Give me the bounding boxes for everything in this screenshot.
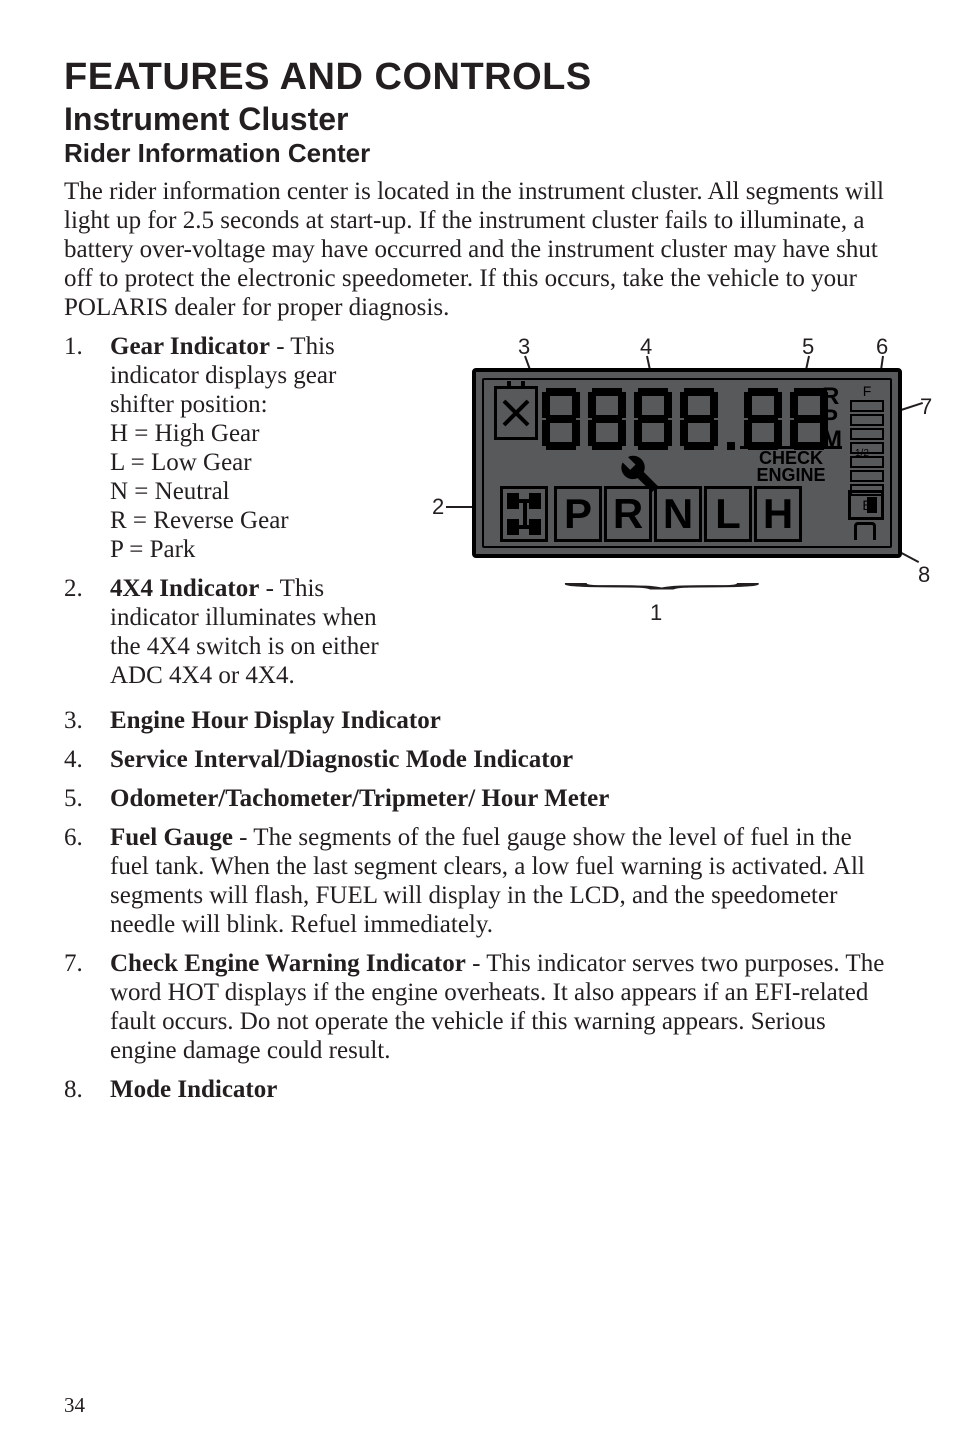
mode-indicator-label: Mode Indicator bbox=[110, 1076, 277, 1103]
item-2: 2. 4X4 Indicator - This indicator illumi… bbox=[64, 574, 404, 690]
gear-row: P R N L H bbox=[500, 486, 802, 542]
fuel-f-label: F bbox=[848, 384, 886, 398]
intro-paragraph: The rider information center is located … bbox=[64, 177, 894, 322]
gear-r: R bbox=[604, 486, 652, 542]
gear-n: N bbox=[654, 486, 702, 542]
doc-h1: FEATURES AND CONTROLS bbox=[64, 56, 894, 99]
fuel-bar-half bbox=[850, 442, 884, 454]
engine-hour-label: Engine Hour Display Indicator bbox=[110, 707, 441, 734]
odometer-label: Odometer/Tachometer/Tripmeter/ Hour Mete… bbox=[110, 785, 609, 812]
gear-h: H = High Gear bbox=[110, 419, 404, 448]
gear-l: L = Low Gear bbox=[110, 448, 404, 477]
odometer-display bbox=[542, 388, 828, 450]
engine-text: ENGINE bbox=[740, 467, 842, 484]
callout-2: 2 bbox=[432, 494, 444, 520]
item-6: 6. Fuel Gauge - The segments of the fuel… bbox=[64, 823, 894, 939]
item-7: 7. Check Engine Warning Indicator - This… bbox=[64, 949, 894, 1065]
gear-p: P = Park bbox=[110, 535, 404, 564]
item-3: 3. Engine Hour Display Indicator bbox=[64, 706, 894, 735]
top-left-column: 1. Gear Indicator - This indicator displ… bbox=[64, 332, 404, 700]
list-items-3-8: 3. Engine Hour Display Indicator 4. Serv… bbox=[64, 706, 894, 1104]
item-2-number: 2. bbox=[64, 574, 83, 603]
lcd-panel: R P M F E CHECK ENGINE bbox=[472, 368, 902, 558]
four-wheel-drive-icon bbox=[500, 486, 548, 542]
fuel-gauge-label: Fuel Gauge bbox=[110, 824, 233, 851]
rpm-label: R P M bbox=[822, 386, 842, 451]
seg-digit bbox=[542, 388, 580, 450]
item-7-number: 7. bbox=[64, 949, 83, 978]
x4-label: 4X4 Indicator bbox=[110, 575, 259, 602]
service-interval-label: Service Interval/Diagnostic Mode Indicat… bbox=[110, 746, 573, 773]
brace-icon: ⏟ bbox=[561, 558, 763, 586]
item-1-number: 1. bbox=[64, 332, 83, 361]
fuel-bar bbox=[850, 400, 884, 412]
mode-indicator-icon bbox=[848, 490, 884, 540]
callout-7: 7 bbox=[920, 394, 932, 420]
doc-h2: Instrument Cluster bbox=[64, 101, 894, 138]
doc-h3: Rider Information Center bbox=[64, 138, 894, 169]
list-items-1-2: 1. Gear Indicator - This indicator displ… bbox=[64, 332, 404, 690]
seg-digit bbox=[744, 388, 782, 450]
gear-n: N = Neutral bbox=[110, 477, 404, 506]
item-4-number: 4. bbox=[64, 745, 83, 774]
gear-p: P bbox=[554, 486, 602, 542]
seg-digit bbox=[588, 388, 626, 450]
fuel-bar bbox=[850, 414, 884, 426]
check-engine-icon: CHECK ENGINE bbox=[740, 446, 842, 484]
item-6-number: 6. bbox=[64, 823, 83, 852]
item-3-number: 3. bbox=[64, 706, 83, 735]
page-number: 34 bbox=[64, 1393, 85, 1418]
fuel-bar bbox=[850, 428, 884, 440]
fuel-bar bbox=[850, 470, 884, 482]
item-5-number: 5. bbox=[64, 784, 83, 813]
seg-digit bbox=[680, 388, 718, 450]
hourglass-icon bbox=[494, 386, 538, 440]
item-4: 4. Service Interval/Diagnostic Mode Indi… bbox=[64, 745, 894, 774]
item-8-number: 8. bbox=[64, 1075, 83, 1104]
decimal-dot bbox=[727, 442, 735, 450]
callout-1: 1 bbox=[650, 600, 662, 626]
item-5: 5. Odometer/Tachometer/Tripmeter/ Hour M… bbox=[64, 784, 894, 813]
gear-l: L bbox=[704, 486, 752, 542]
check-engine-label: Check Engine Warning Indicator bbox=[110, 950, 466, 977]
gear-indicator-label: Gear Indicator bbox=[110, 333, 270, 360]
item-8: 8. Mode Indicator bbox=[64, 1075, 894, 1104]
item-1: 1. Gear Indicator - This indicator displ… bbox=[64, 332, 404, 564]
seg-digit bbox=[634, 388, 672, 450]
instrument-cluster-figure: 3 4 5 6 7 8 2 1 ⏟ bbox=[422, 332, 894, 652]
check-text: CHECK bbox=[740, 446, 842, 467]
callout-8: 8 bbox=[918, 562, 930, 588]
gear-r: R = Reverse Gear bbox=[110, 506, 404, 535]
top-block: 1. Gear Indicator - This indicator displ… bbox=[64, 332, 894, 700]
gear-h: H bbox=[754, 486, 802, 542]
